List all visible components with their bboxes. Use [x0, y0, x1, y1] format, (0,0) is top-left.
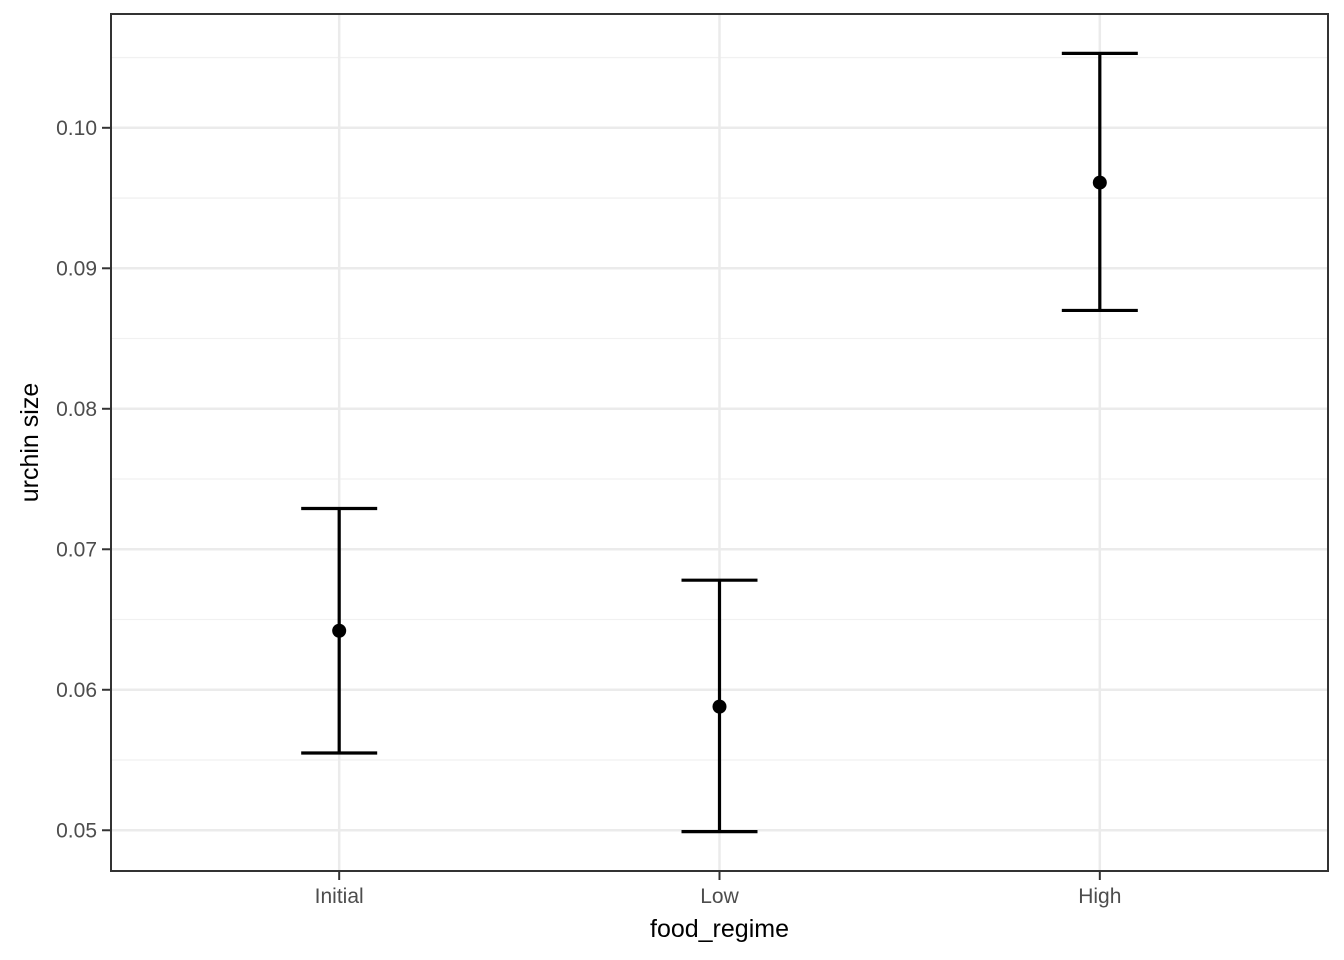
y-tick-label: 0.08 — [56, 398, 97, 421]
y-tick-label: 0.06 — [56, 679, 97, 702]
point-estimate — [332, 623, 347, 638]
error-bars-and-points — [301, 51, 1138, 834]
y-tick-label: 0.09 — [56, 257, 97, 280]
x-tick-label: Initial — [315, 885, 364, 908]
error-bar-group-low — [681, 578, 758, 834]
y-tick-label: 0.05 — [56, 819, 97, 842]
y-tick-label: 0.07 — [56, 538, 97, 561]
axis-tick-labels: 0.05 0.06 0.07 0.08 0.09 0.10 Initial Low High — [56, 117, 1121, 908]
axis-ticks — [102, 126, 1101, 880]
y-axis-title: urchin size — [16, 383, 44, 503]
error-bar-group-high — [1061, 51, 1138, 313]
error-bar-group-initial — [301, 506, 378, 755]
x-tick-label: Low — [700, 885, 739, 908]
x-tick-label: High — [1078, 885, 1121, 908]
point-estimate — [1092, 175, 1107, 190]
y-tick-label: 0.10 — [56, 117, 97, 140]
point-estimate — [712, 699, 727, 714]
x-axis-title: food_regime — [650, 915, 789, 943]
